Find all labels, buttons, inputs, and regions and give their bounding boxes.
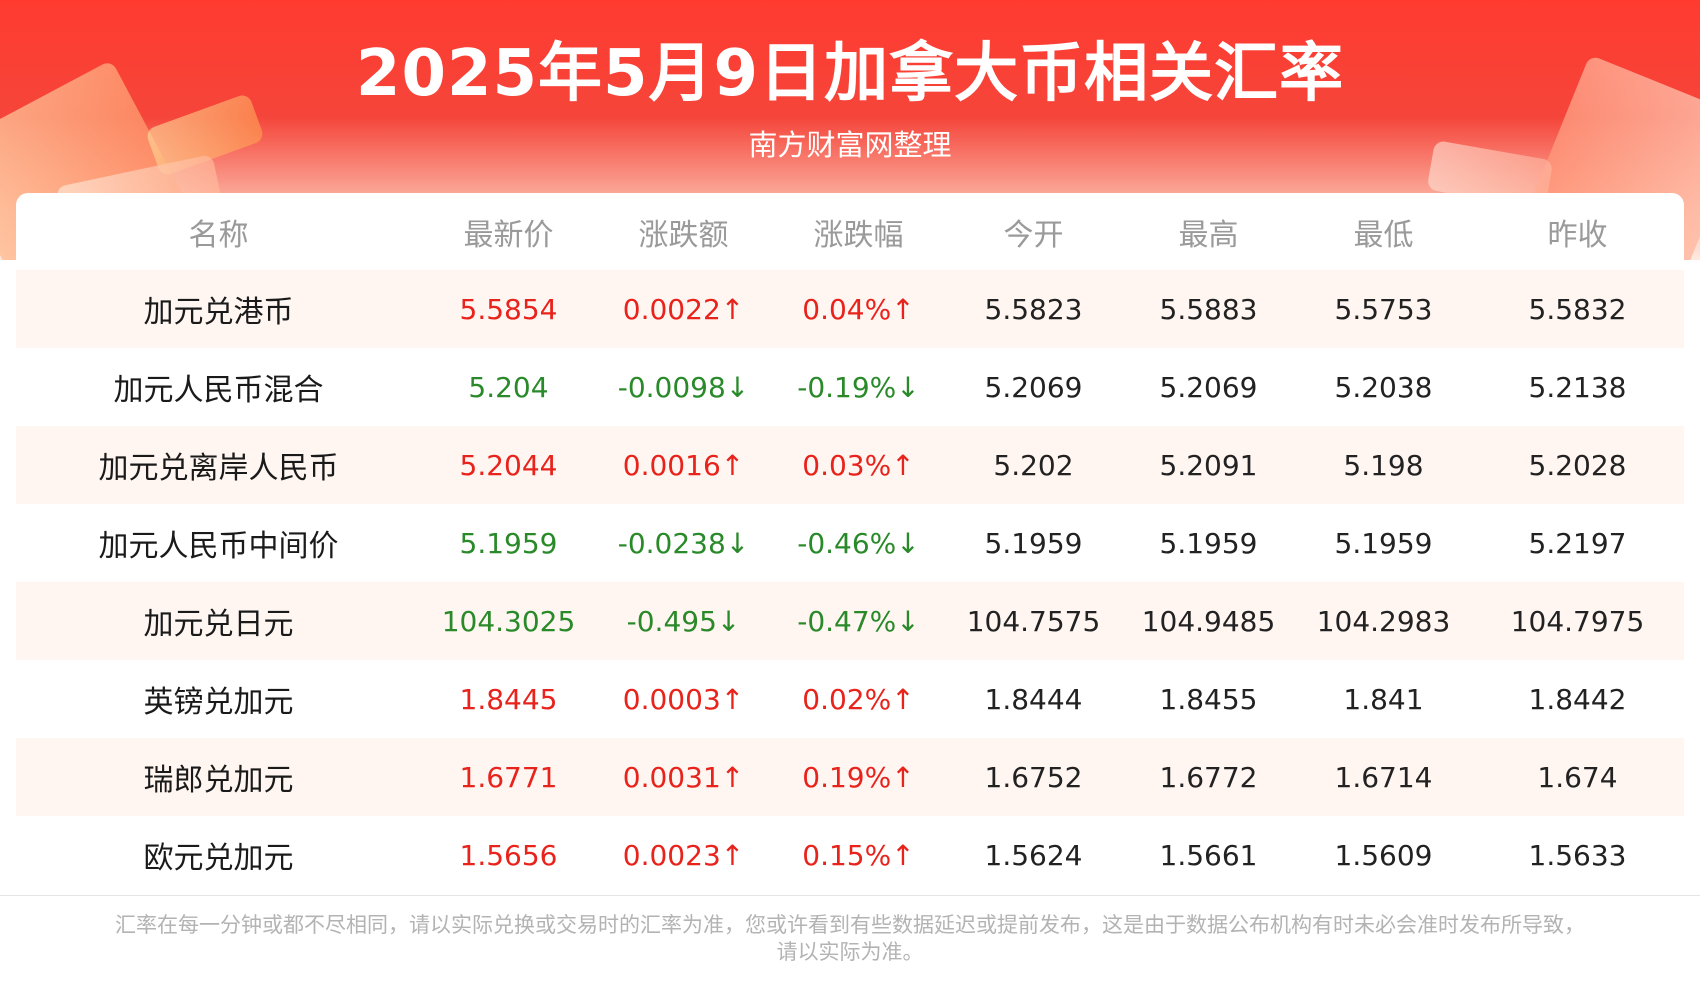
cell-name: 加元人民币中间价 xyxy=(16,504,421,582)
cell-pct: -0.19%↓ xyxy=(771,348,946,426)
cell-high: 5.5883 xyxy=(1121,270,1296,348)
cell-prev: 1.8442 xyxy=(1471,660,1684,738)
cell-prev: 1.5633 xyxy=(1471,816,1684,894)
cell-high: 104.9485 xyxy=(1121,582,1296,660)
exchange-rate-table: 名称 最新价 涨跌额 涨跌幅 今开 最高 最低 昨收 加元兑港币 5.5854 0.… xyxy=(16,193,1684,894)
table-row: 加元兑日元 104.3025 -0.495↓ -0.47%↓ 104.7575 104.9… xyxy=(16,582,1684,660)
cell-low: 5.5753 xyxy=(1296,270,1471,348)
cell-pct: -0.47%↓ xyxy=(771,582,946,660)
column-header-prev: 昨收 xyxy=(1547,217,1608,253)
disclaimer-line-2: 请以实际为准。 xyxy=(776,940,924,964)
cell-name: 英镑兑加元 xyxy=(16,660,421,738)
cell-change: -0.495↓ xyxy=(596,582,771,660)
column-header-open: 今开 xyxy=(1003,217,1064,253)
cell-change: 0.0023↑ xyxy=(596,816,771,894)
column-header-pct: 涨跌幅 xyxy=(813,217,904,253)
cell-high: 5.2091 xyxy=(1121,426,1296,504)
table-row: 瑞郎兑加元 1.6771 0.0031↑ 0.19%↑ 1.6752 1.6772 1.67… xyxy=(16,738,1684,816)
cell-open: 104.7575 xyxy=(946,582,1121,660)
rate-table-card: 南方财富网 southmoney.com 名称 最新价 涨跌额 涨跌幅 今开 最… xyxy=(16,193,1684,895)
column-header-change: 涨跌额 xyxy=(638,217,729,253)
cell-latest: 104.3025 xyxy=(421,582,596,660)
cell-high: 5.1959 xyxy=(1121,504,1296,582)
cell-name: 加元人民币混合 xyxy=(16,348,421,426)
table-row: 加元人民币中间价 5.1959 -0.0238↓ -0.46%↓ 5.1959 5.195… xyxy=(16,504,1684,582)
footer-divider xyxy=(0,895,1700,896)
table-row: 加元兑离岸人民币 5.2044 0.0016↑ 0.03%↑ 5.202 5.2091 5.… xyxy=(16,426,1684,504)
cell-pct: 0.03%↑ xyxy=(771,426,946,504)
cell-latest: 1.6771 xyxy=(421,738,596,816)
cell-name: 加元兑日元 xyxy=(16,582,421,660)
cell-high: 1.5661 xyxy=(1121,816,1296,894)
cell-low: 5.2038 xyxy=(1296,348,1471,426)
cell-high: 5.2069 xyxy=(1121,348,1296,426)
cell-pct: 0.02%↑ xyxy=(771,660,946,738)
cell-prev: 5.2028 xyxy=(1471,426,1684,504)
cell-change: 0.0022↑ xyxy=(596,270,771,348)
table-row: 加元人民币混合 5.204 -0.0098↓ -0.19%↓ 5.2069 5.2069 5… xyxy=(16,348,1684,426)
page-title: 2025年5月9日加拿大币相关汇率 xyxy=(355,37,1345,111)
cell-prev: 1.674 xyxy=(1471,738,1684,816)
cell-latest: 1.8445 xyxy=(421,660,596,738)
cell-low: 1.5609 xyxy=(1296,816,1471,894)
cell-prev: 104.7975 xyxy=(1471,582,1684,660)
cell-name: 瑞郎兑加元 xyxy=(16,738,421,816)
cell-name: 加元兑离岸人民币 xyxy=(16,426,421,504)
table-row: 欧元兑加元 1.5656 0.0023↑ 0.15%↑ 1.5624 1.5661 1.56… xyxy=(16,816,1684,894)
cell-open: 5.1959 xyxy=(946,504,1121,582)
cell-change: -0.0238↓ xyxy=(596,504,771,582)
cell-change: 0.0031↑ xyxy=(596,738,771,816)
cell-low: 5.1959 xyxy=(1296,504,1471,582)
cell-latest: 5.5854 xyxy=(421,270,596,348)
column-header-name: 名称 xyxy=(188,217,249,253)
cell-open: 1.8444 xyxy=(946,660,1121,738)
column-header-high: 最高 xyxy=(1178,217,1239,253)
column-header-latest: 最新价 xyxy=(463,217,554,253)
cell-latest: 1.5656 xyxy=(421,816,596,894)
disclaimer-line-1: 汇率在每一分钟或都不尽相同，请以实际兑换或交易时的汇率为准，您或许看到有些数据延… xyxy=(115,913,1585,937)
cell-open: 1.5624 xyxy=(946,816,1121,894)
cell-prev: 5.2197 xyxy=(1471,504,1684,582)
cell-pct: 0.04%↑ xyxy=(771,270,946,348)
cell-pct: 0.15%↑ xyxy=(771,816,946,894)
cell-high: 1.8455 xyxy=(1121,660,1296,738)
column-header-low: 最低 xyxy=(1353,217,1414,253)
cell-change: 0.0016↑ xyxy=(596,426,771,504)
table-header-row: 名称 最新价 涨跌额 涨跌幅 今开 最高 最低 昨收 xyxy=(16,193,1684,270)
cell-prev: 5.2138 xyxy=(1471,348,1684,426)
cell-high: 1.6772 xyxy=(1121,738,1296,816)
cell-open: 1.6752 xyxy=(946,738,1121,816)
cell-open: 5.202 xyxy=(946,426,1121,504)
cell-open: 5.5823 xyxy=(946,270,1121,348)
table-row: 加元兑港币 5.5854 0.0022↑ 0.04%↑ 5.5823 5.5883 5.57… xyxy=(16,270,1684,348)
disclaimer-text: 汇率在每一分钟或都不尽相同，请以实际兑换或交易时的汇率为准，您或许看到有些数据延… xyxy=(70,912,1630,966)
cell-low: 1.6714 xyxy=(1296,738,1471,816)
page-subtitle: 南方财富网整理 xyxy=(748,128,952,162)
cell-prev: 5.5832 xyxy=(1471,270,1684,348)
cell-open: 5.2069 xyxy=(946,348,1121,426)
cell-pct: 0.19%↑ xyxy=(771,738,946,816)
cell-latest: 5.204 xyxy=(421,348,596,426)
cell-pct: -0.46%↓ xyxy=(771,504,946,582)
table-row: 英镑兑加元 1.8445 0.0003↑ 0.02%↑ 1.8444 1.8455 1.84… xyxy=(16,660,1684,738)
cell-latest: 5.2044 xyxy=(421,426,596,504)
cell-low: 1.841 xyxy=(1296,660,1471,738)
cell-change: -0.0098↓ xyxy=(596,348,771,426)
cell-name: 欧元兑加元 xyxy=(16,816,421,894)
cell-latest: 5.1959 xyxy=(421,504,596,582)
cell-low: 5.198 xyxy=(1296,426,1471,504)
cell-change: 0.0003↑ xyxy=(596,660,771,738)
cell-name: 加元兑港币 xyxy=(16,270,421,348)
cell-low: 104.2983 xyxy=(1296,582,1471,660)
